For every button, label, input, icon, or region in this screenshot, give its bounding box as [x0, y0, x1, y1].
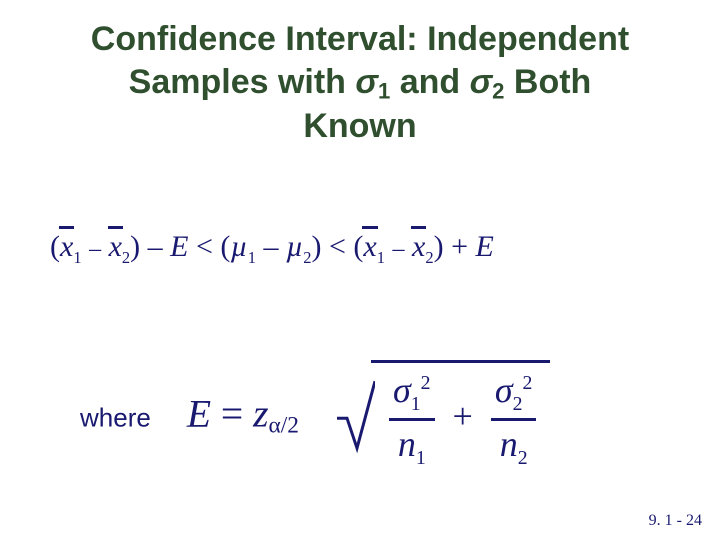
ci-minus-b: –	[393, 236, 405, 262]
error-formula: where E = zα/2 σ12 n1 + σ22 n2	[80, 360, 550, 476]
ci-sub2b: 2	[303, 248, 311, 267]
ci-mu2: µ	[286, 230, 303, 263]
frac-sigma1: σ12 n1	[389, 369, 435, 470]
ci-sub1c: 1	[377, 248, 385, 267]
xbar1: x	[60, 230, 73, 264]
ci-sub1a: 1	[73, 248, 81, 267]
ci-sub2a: 2	[122, 248, 130, 267]
E-eq: =	[211, 391, 253, 435]
where-label: where	[80, 402, 151, 432]
title-line2a: Samples with	[129, 63, 356, 101]
plus-sign: +	[453, 396, 473, 436]
ci-rparen3: )	[434, 230, 444, 263]
sqrt-expression: σ12 n1 + σ22 n2	[371, 360, 550, 476]
ci-minusE: –	[140, 230, 170, 263]
ci-E1: E	[170, 230, 188, 263]
ci-lt1: <	[188, 230, 220, 263]
ci-minus-a: –	[89, 236, 101, 262]
ci-plusE: +	[444, 230, 476, 263]
title-line2c: Both	[504, 63, 591, 101]
title-line3: Known	[303, 107, 416, 145]
xbar4: x	[412, 230, 425, 264]
ci-E2: E	[476, 230, 494, 263]
radical-icon	[335, 358, 375, 474]
z-symbol: z	[253, 391, 268, 435]
ci-lparen1: (	[50, 230, 60, 263]
xbar3: x	[363, 230, 376, 264]
ci-sub2c: 2	[425, 248, 433, 267]
ci-rparen1: )	[130, 230, 140, 263]
ci-rparen2: )	[312, 230, 322, 263]
ci-lparen2: (	[220, 230, 230, 263]
ci-lt2: <	[322, 230, 354, 263]
slide-title: Confidence Interval: Independent Samples…	[0, 0, 720, 147]
ci-mu1: µ	[230, 230, 247, 263]
E-symbol: E	[187, 391, 211, 435]
z-alpha2: α/2	[269, 412, 299, 438]
title-line1: Confidence Interval: Independent	[91, 20, 629, 58]
ci-minusmu: –	[256, 230, 286, 263]
page-number: 9. 1 - 24	[649, 512, 702, 530]
ci-lparen3: (	[353, 230, 363, 263]
title-sigma2: σ	[470, 63, 493, 101]
frac-sigma2: σ22 n2	[491, 369, 537, 470]
title-sub1: 1	[378, 78, 390, 103]
title-line2b: and	[390, 63, 469, 101]
xbar2: x	[109, 230, 122, 264]
title-sigma1: σ	[355, 63, 378, 101]
title-sub2: 2	[492, 78, 504, 103]
ci-sub1b: 1	[248, 248, 256, 267]
confidence-interval-formula: (x1 – x2) – E < (µ1 – µ2) < (x1 – x2) + …	[50, 230, 494, 268]
